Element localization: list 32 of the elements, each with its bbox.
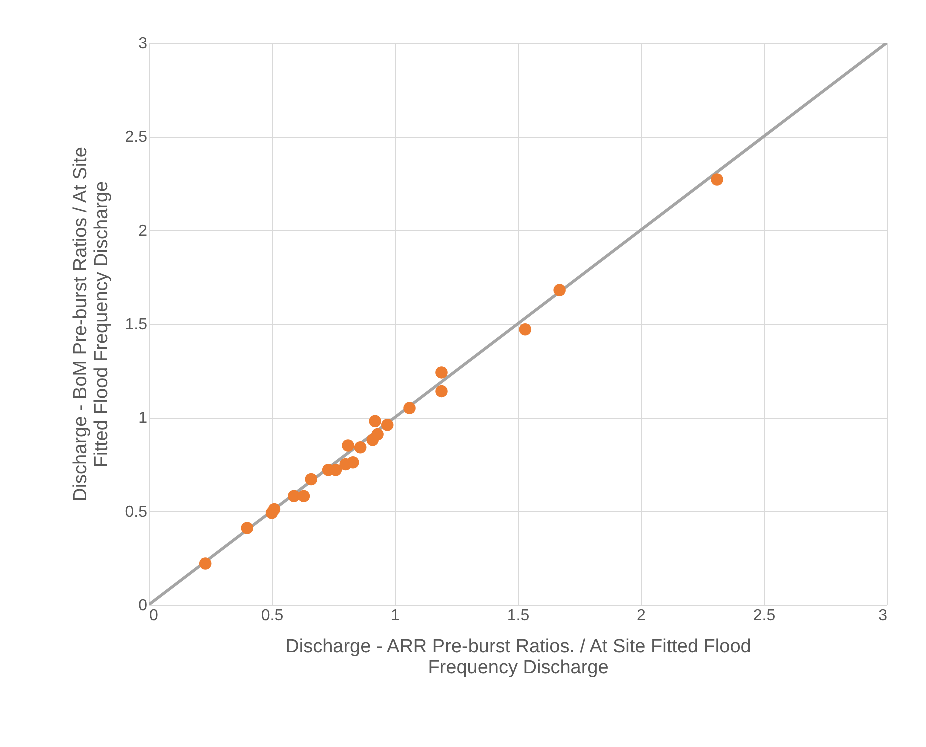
y-axis-title: Discharge - BoM Pre-burst Ratios / At Site Fitted Flood Frequency Discharge: [70, 147, 112, 502]
y-tick-label: 2: [138, 222, 148, 240]
y-tick-label: 2.5: [125, 129, 148, 146]
x-tick-label: 2.5: [753, 608, 776, 624]
x-tick-label: 1.5: [507, 608, 530, 624]
point: [372, 428, 384, 441]
x-tick-label: 2: [637, 608, 646, 624]
point: [519, 324, 532, 336]
point: [404, 402, 416, 414]
point: [199, 558, 212, 570]
point: [711, 174, 724, 186]
y-tick-label: 1.5: [125, 316, 148, 334]
point: [381, 419, 394, 432]
point: [241, 522, 254, 534]
point: [554, 284, 566, 296]
point: [298, 490, 310, 502]
point: [369, 415, 382, 428]
y-tick-label: 0.5: [125, 504, 148, 521]
y-tick-label: 3: [138, 36, 148, 52]
x-axis-title: Discharge - ARR Pre-burst Ratios. / At Site Fitted Flood Frequency Discharge: [286, 636, 752, 678]
x-tick-label: 0.5: [261, 608, 284, 624]
x-tick-label: 3: [878, 608, 888, 624]
point: [436, 366, 448, 379]
point: [354, 442, 367, 454]
x-tick-label: 1: [391, 608, 400, 624]
point: [342, 440, 354, 452]
x-tick-label: 0: [150, 608, 158, 624]
point: [436, 385, 448, 398]
point: [347, 456, 360, 469]
y-tick-label: 1: [138, 410, 148, 428]
point: [305, 473, 318, 486]
point: [268, 503, 281, 516]
